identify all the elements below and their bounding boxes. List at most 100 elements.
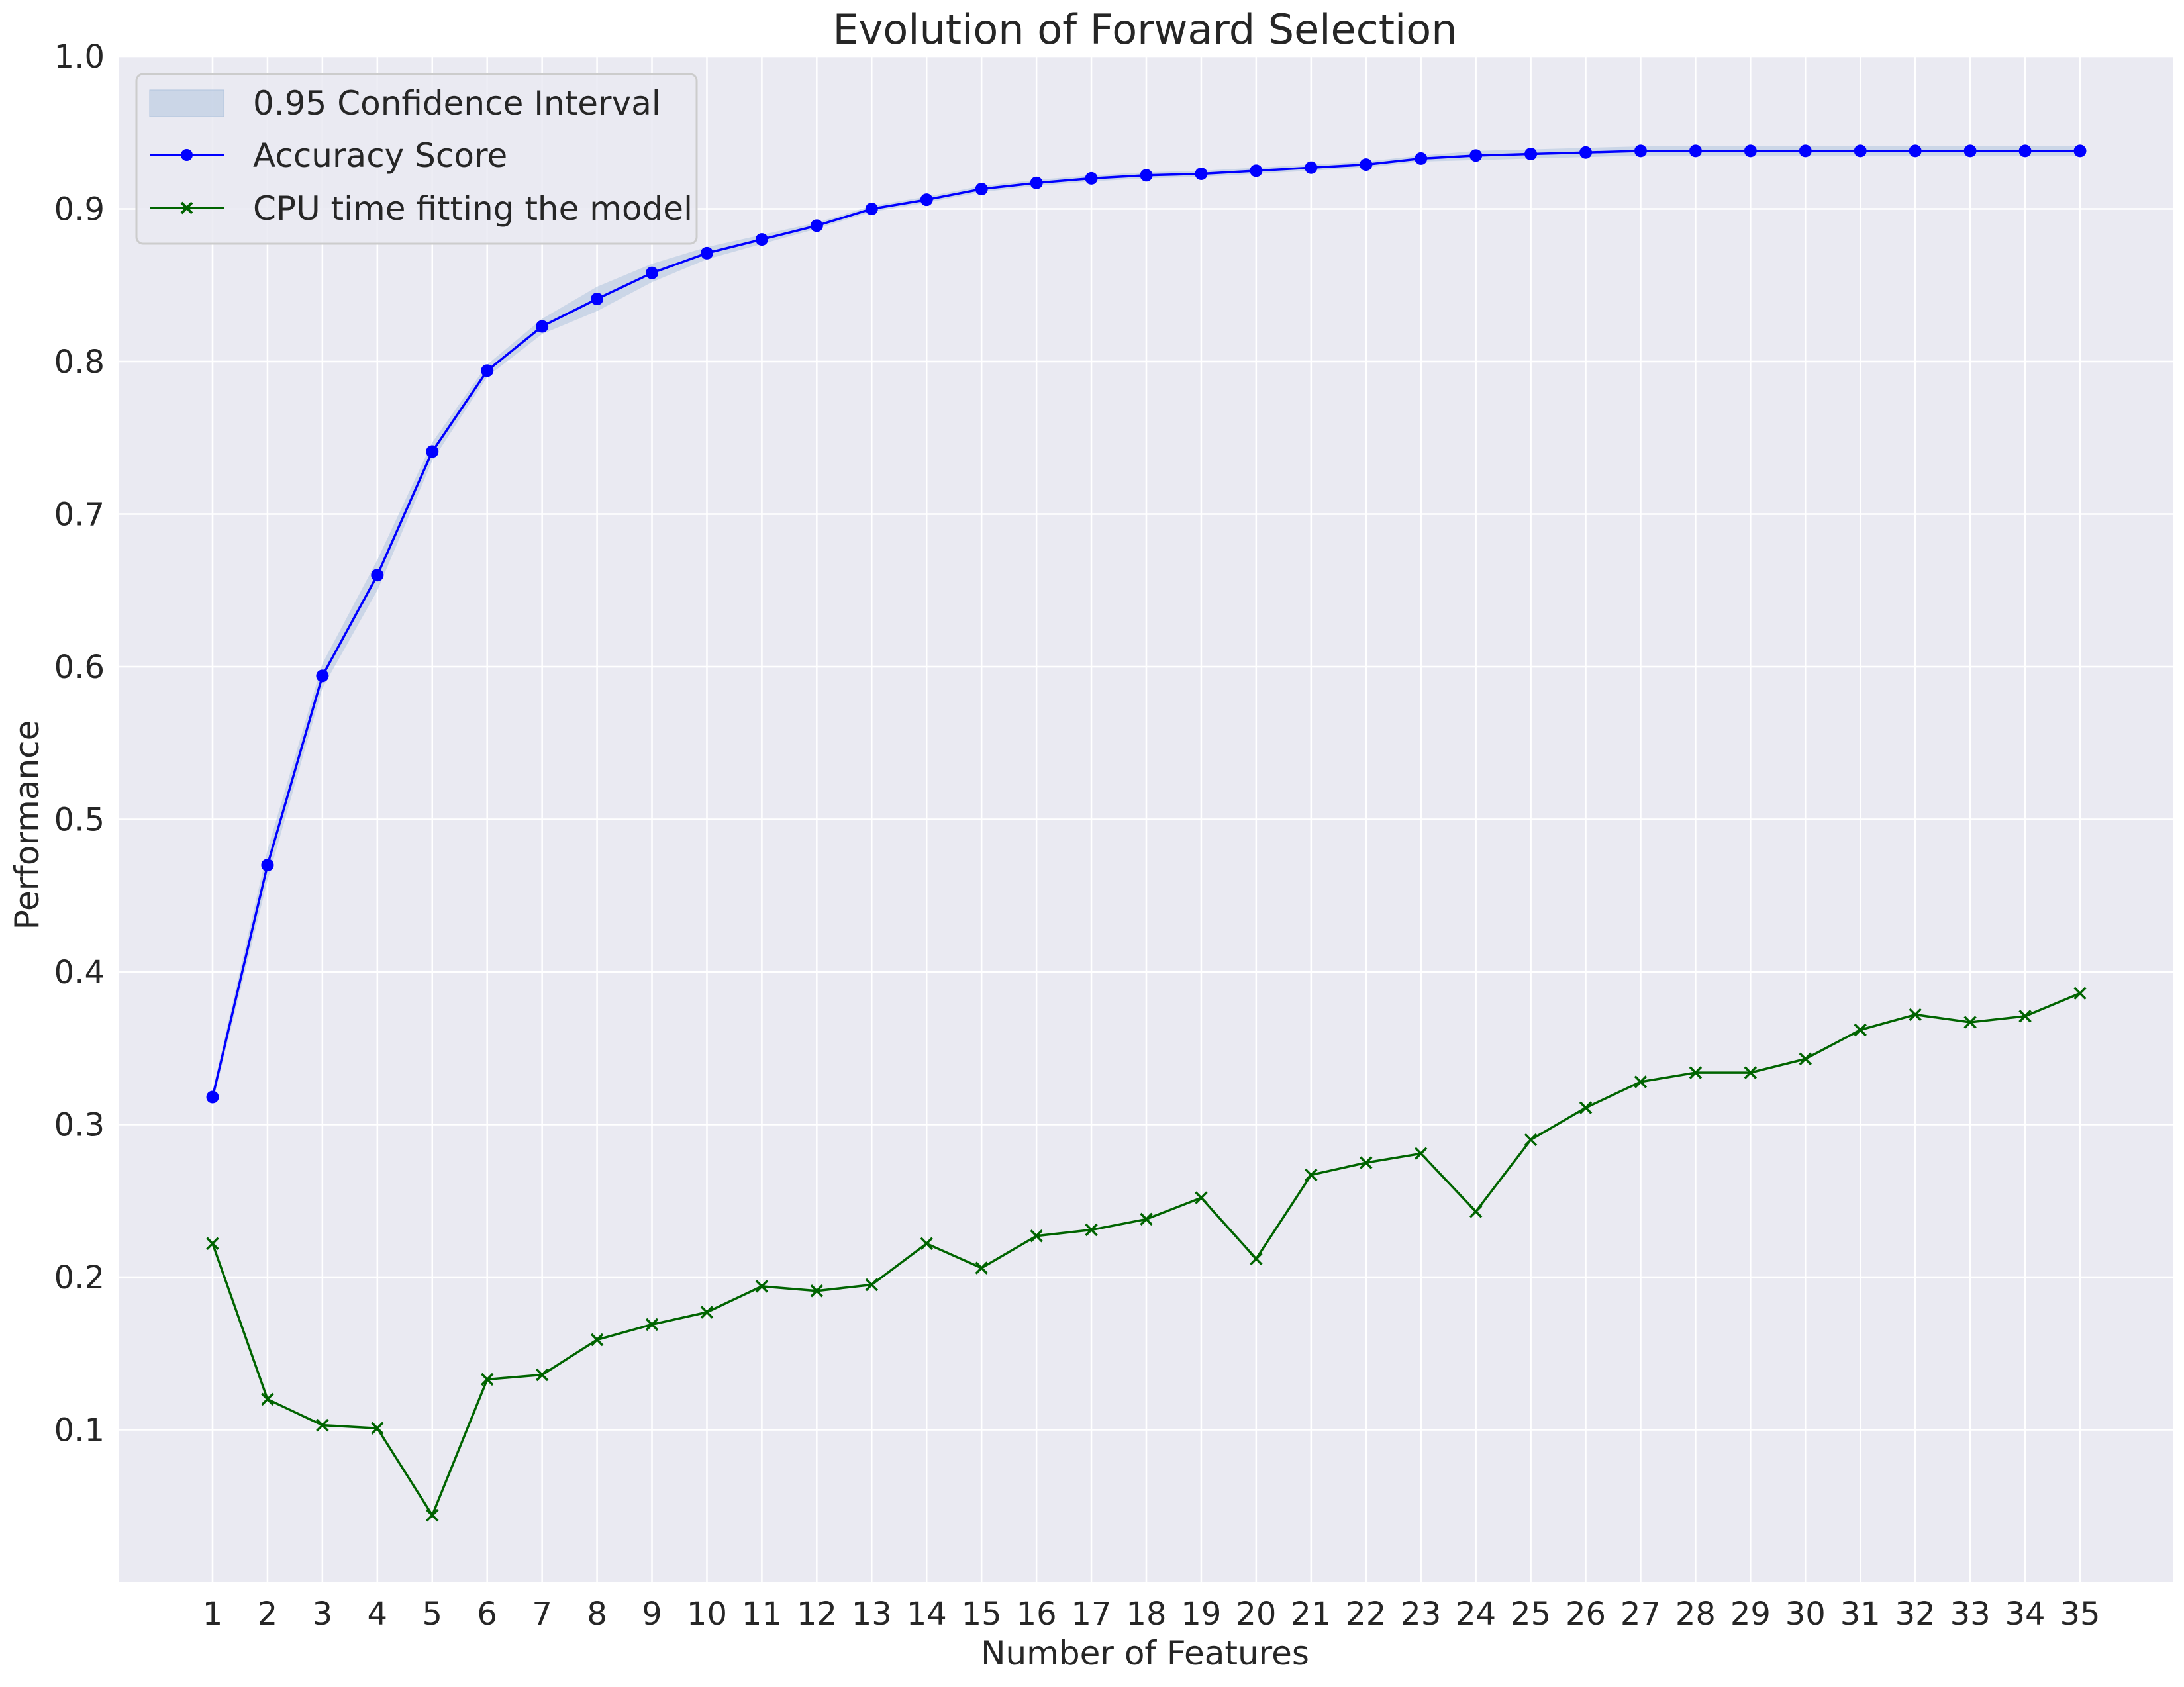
data-point xyxy=(1799,144,1812,158)
data-point xyxy=(755,1280,769,1293)
x-tick-label: 19 xyxy=(1181,1596,1221,1633)
y-axis-label: Performance xyxy=(8,720,46,930)
x-axis-label: Number of Features xyxy=(981,1634,1309,1672)
data-point xyxy=(2018,1010,2032,1023)
data-point xyxy=(1305,1168,1318,1182)
data-point xyxy=(590,1333,604,1347)
data-point xyxy=(1689,144,1702,158)
series-layer xyxy=(206,144,2087,1522)
data-point xyxy=(426,1508,439,1522)
data-point xyxy=(1085,171,1098,185)
y-tick-label: 0.8 xyxy=(54,344,105,381)
data-point xyxy=(1579,1101,1593,1114)
series-cpu-time xyxy=(206,987,2087,1522)
x-tick-label: 29 xyxy=(1730,1596,1771,1633)
data-point xyxy=(1689,1066,1703,1079)
data-point xyxy=(2018,144,2032,158)
y-tick-label: 0.9 xyxy=(54,191,105,228)
data-point xyxy=(1415,152,1428,165)
data-point xyxy=(1140,169,1153,182)
x-tick-label: 2 xyxy=(258,1596,278,1633)
x-tick-label: 26 xyxy=(1565,1596,1606,1633)
x-tick-label: 27 xyxy=(1620,1596,1661,1633)
data-point xyxy=(426,445,439,458)
legend: 0.95 Confidence Interval Accuracy Score … xyxy=(135,73,698,245)
x-tick-label: 18 xyxy=(1126,1596,1166,1633)
y-tick-label: 0.3 xyxy=(54,1107,105,1144)
x-tick-label: 20 xyxy=(1236,1596,1276,1633)
x-tick-label: 28 xyxy=(1675,1596,1716,1633)
data-point xyxy=(1799,1052,1812,1066)
legend-marker-cpu-time xyxy=(180,201,193,215)
data-point xyxy=(1909,144,1922,158)
x-tick-label: 22 xyxy=(1346,1596,1386,1633)
data-point xyxy=(1909,1008,1922,1022)
y-tick-label: 0.6 xyxy=(54,649,105,686)
data-point xyxy=(1963,144,1977,158)
y-tick-label: 0.4 xyxy=(54,954,105,991)
data-point xyxy=(1030,1229,1043,1243)
data-point xyxy=(1414,1147,1428,1161)
x-tick-label: 31 xyxy=(1840,1596,1881,1633)
x-tick-label: 11 xyxy=(742,1596,782,1633)
data-point xyxy=(316,669,329,683)
data-point xyxy=(480,1373,494,1386)
series-accuracy-score xyxy=(206,144,2087,1104)
data-point xyxy=(865,1278,879,1292)
x-tick-label: 9 xyxy=(642,1596,662,1633)
data-point xyxy=(2073,144,2087,158)
legend-label-accuracy: Accuracy Score xyxy=(253,136,507,175)
data-point xyxy=(646,266,659,279)
x-tick-label: 4 xyxy=(368,1596,388,1633)
data-point xyxy=(700,246,713,260)
x-tick-label: 10 xyxy=(687,1596,727,1633)
x-tick-label: 35 xyxy=(2060,1596,2100,1633)
legend-swatch-confidence-interval xyxy=(149,89,224,117)
data-point xyxy=(1195,167,1208,180)
x-tick-label: 33 xyxy=(1950,1596,1991,1633)
data-point xyxy=(481,364,494,377)
x-tick-label: 6 xyxy=(477,1596,497,1633)
x-tick-label: 5 xyxy=(422,1596,442,1633)
x-tick-label: 16 xyxy=(1017,1596,1057,1633)
data-point xyxy=(591,292,604,305)
data-point xyxy=(2073,987,2087,1000)
data-point xyxy=(1634,144,1647,158)
data-point xyxy=(261,1392,274,1406)
data-point xyxy=(1579,146,1593,159)
data-point xyxy=(1195,1191,1208,1204)
data-point xyxy=(1854,144,1867,158)
x-tick-label: 34 xyxy=(2005,1596,2046,1633)
data-point xyxy=(261,859,274,872)
x-tick-label: 3 xyxy=(313,1596,333,1633)
chart-title: Evolution of Forward Selection xyxy=(832,5,1457,54)
data-point xyxy=(535,1368,549,1382)
y-tick-label: 0.5 xyxy=(54,802,105,839)
data-point xyxy=(371,569,384,582)
data-point xyxy=(316,1418,329,1432)
x-tick-label: 17 xyxy=(1071,1596,1112,1633)
data-point xyxy=(1963,1016,1977,1029)
data-point xyxy=(1469,149,1483,162)
legend-frame xyxy=(135,73,698,245)
data-point xyxy=(1085,1223,1098,1237)
data-point xyxy=(1524,148,1538,161)
data-point xyxy=(1250,164,1263,177)
data-point xyxy=(810,1284,824,1298)
x-tick-label: 32 xyxy=(1895,1596,1936,1633)
data-point xyxy=(1524,1133,1538,1147)
data-point xyxy=(700,1306,714,1319)
legend-label-cpu-time: CPU time fitting the model xyxy=(253,189,693,228)
x-tick-label: 23 xyxy=(1401,1596,1441,1633)
data-point xyxy=(1360,158,1373,171)
x-tick-label: 1 xyxy=(203,1596,223,1633)
x-tick-label: 21 xyxy=(1291,1596,1331,1633)
data-point xyxy=(975,1261,988,1275)
data-point xyxy=(1360,1156,1373,1169)
x-tick-label: 24 xyxy=(1456,1596,1496,1633)
data-point xyxy=(810,219,823,232)
data-point xyxy=(920,1237,933,1251)
y-tick-label: 0.7 xyxy=(54,497,105,534)
data-point xyxy=(1634,1075,1648,1088)
